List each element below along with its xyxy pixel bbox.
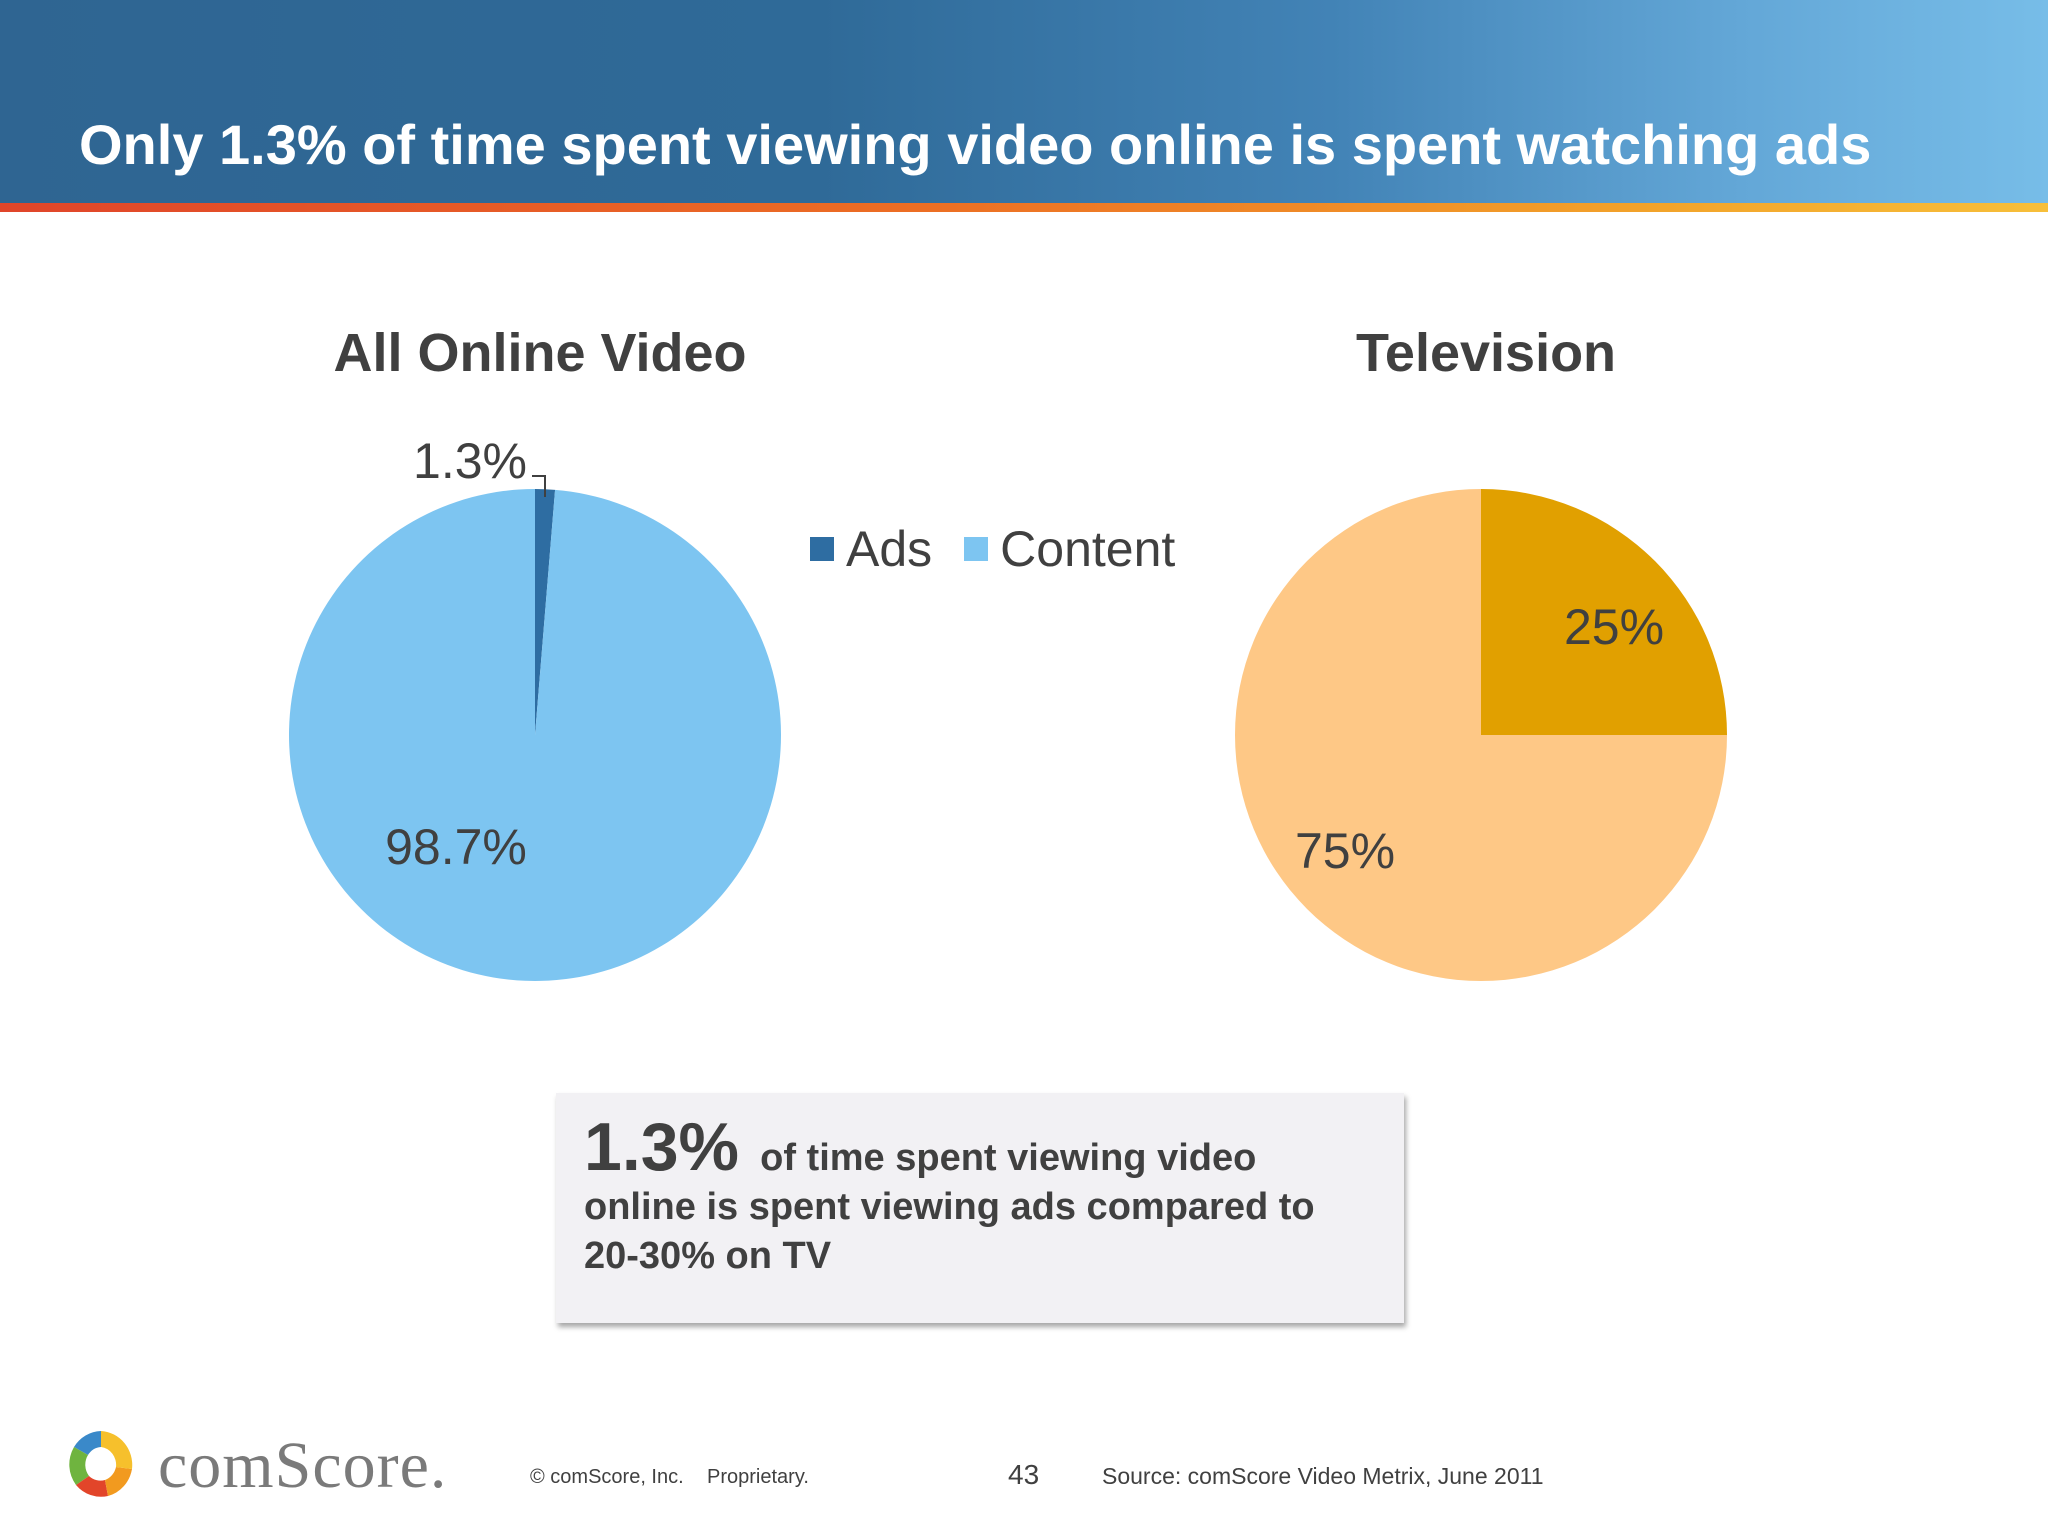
callout-box: 1.3% of time spent viewing video online … <box>556 1093 1404 1323</box>
callout-line-3: 20-30% on TV <box>584 1235 832 1277</box>
legend-swatch-ads <box>810 537 834 561</box>
legend-label-content: Content <box>1000 521 1176 577</box>
legend-label-ads: Ads <box>846 521 933 577</box>
footer-copyright: © comScore, Inc. <box>530 1466 684 1488</box>
page-number: 43 <box>1008 1459 1040 1490</box>
pie-0-slice-content <box>288 489 781 982</box>
callout-big-number: 1.3% <box>584 1109 739 1185</box>
callout-text-1: of time spent viewing video <box>760 1137 1257 1179</box>
legend-swatch-content <box>964 537 989 561</box>
comscore-logo-icon <box>69 1431 133 1497</box>
source-note: Source: comScore Video Metrix, June 2011 <box>1102 1463 1544 1489</box>
pie-1-label-ads: 25% <box>1564 599 1664 655</box>
comscore-wordmark: comScore. <box>158 1429 448 1502</box>
slide-title: Only 1.3% of time spent viewing video on… <box>79 113 1872 176</box>
chart-title-online-video: All Online Video <box>333 323 747 383</box>
legend-item-ads: Ads <box>810 520 932 578</box>
callout-line-2: online is spent viewing ads compared to <box>584 1186 1315 1228</box>
pie-1-label-content: 75% <box>1295 823 1395 879</box>
pie-1-slice-ads <box>1481 489 1727 735</box>
legend-item-content: Content <box>964 520 1175 578</box>
pie-0-slice-ads <box>535 489 556 735</box>
pie-0-leader-line <box>532 475 546 497</box>
pie-1-slice-content <box>1235 489 1727 981</box>
callout-line-1: 1.3% of time spent viewing video <box>584 1113 1374 1183</box>
pie-0-label-content: 98.7% <box>385 819 527 875</box>
header-band <box>0 0 2048 203</box>
header-accent-stripe <box>0 203 2048 212</box>
footer-proprietary: Proprietary. <box>707 1466 809 1488</box>
pie-0-label-ads: 1.3% <box>413 433 527 489</box>
chart-title-television: Television <box>1355 323 1617 383</box>
chart-legend: Ads Content <box>810 520 1207 578</box>
